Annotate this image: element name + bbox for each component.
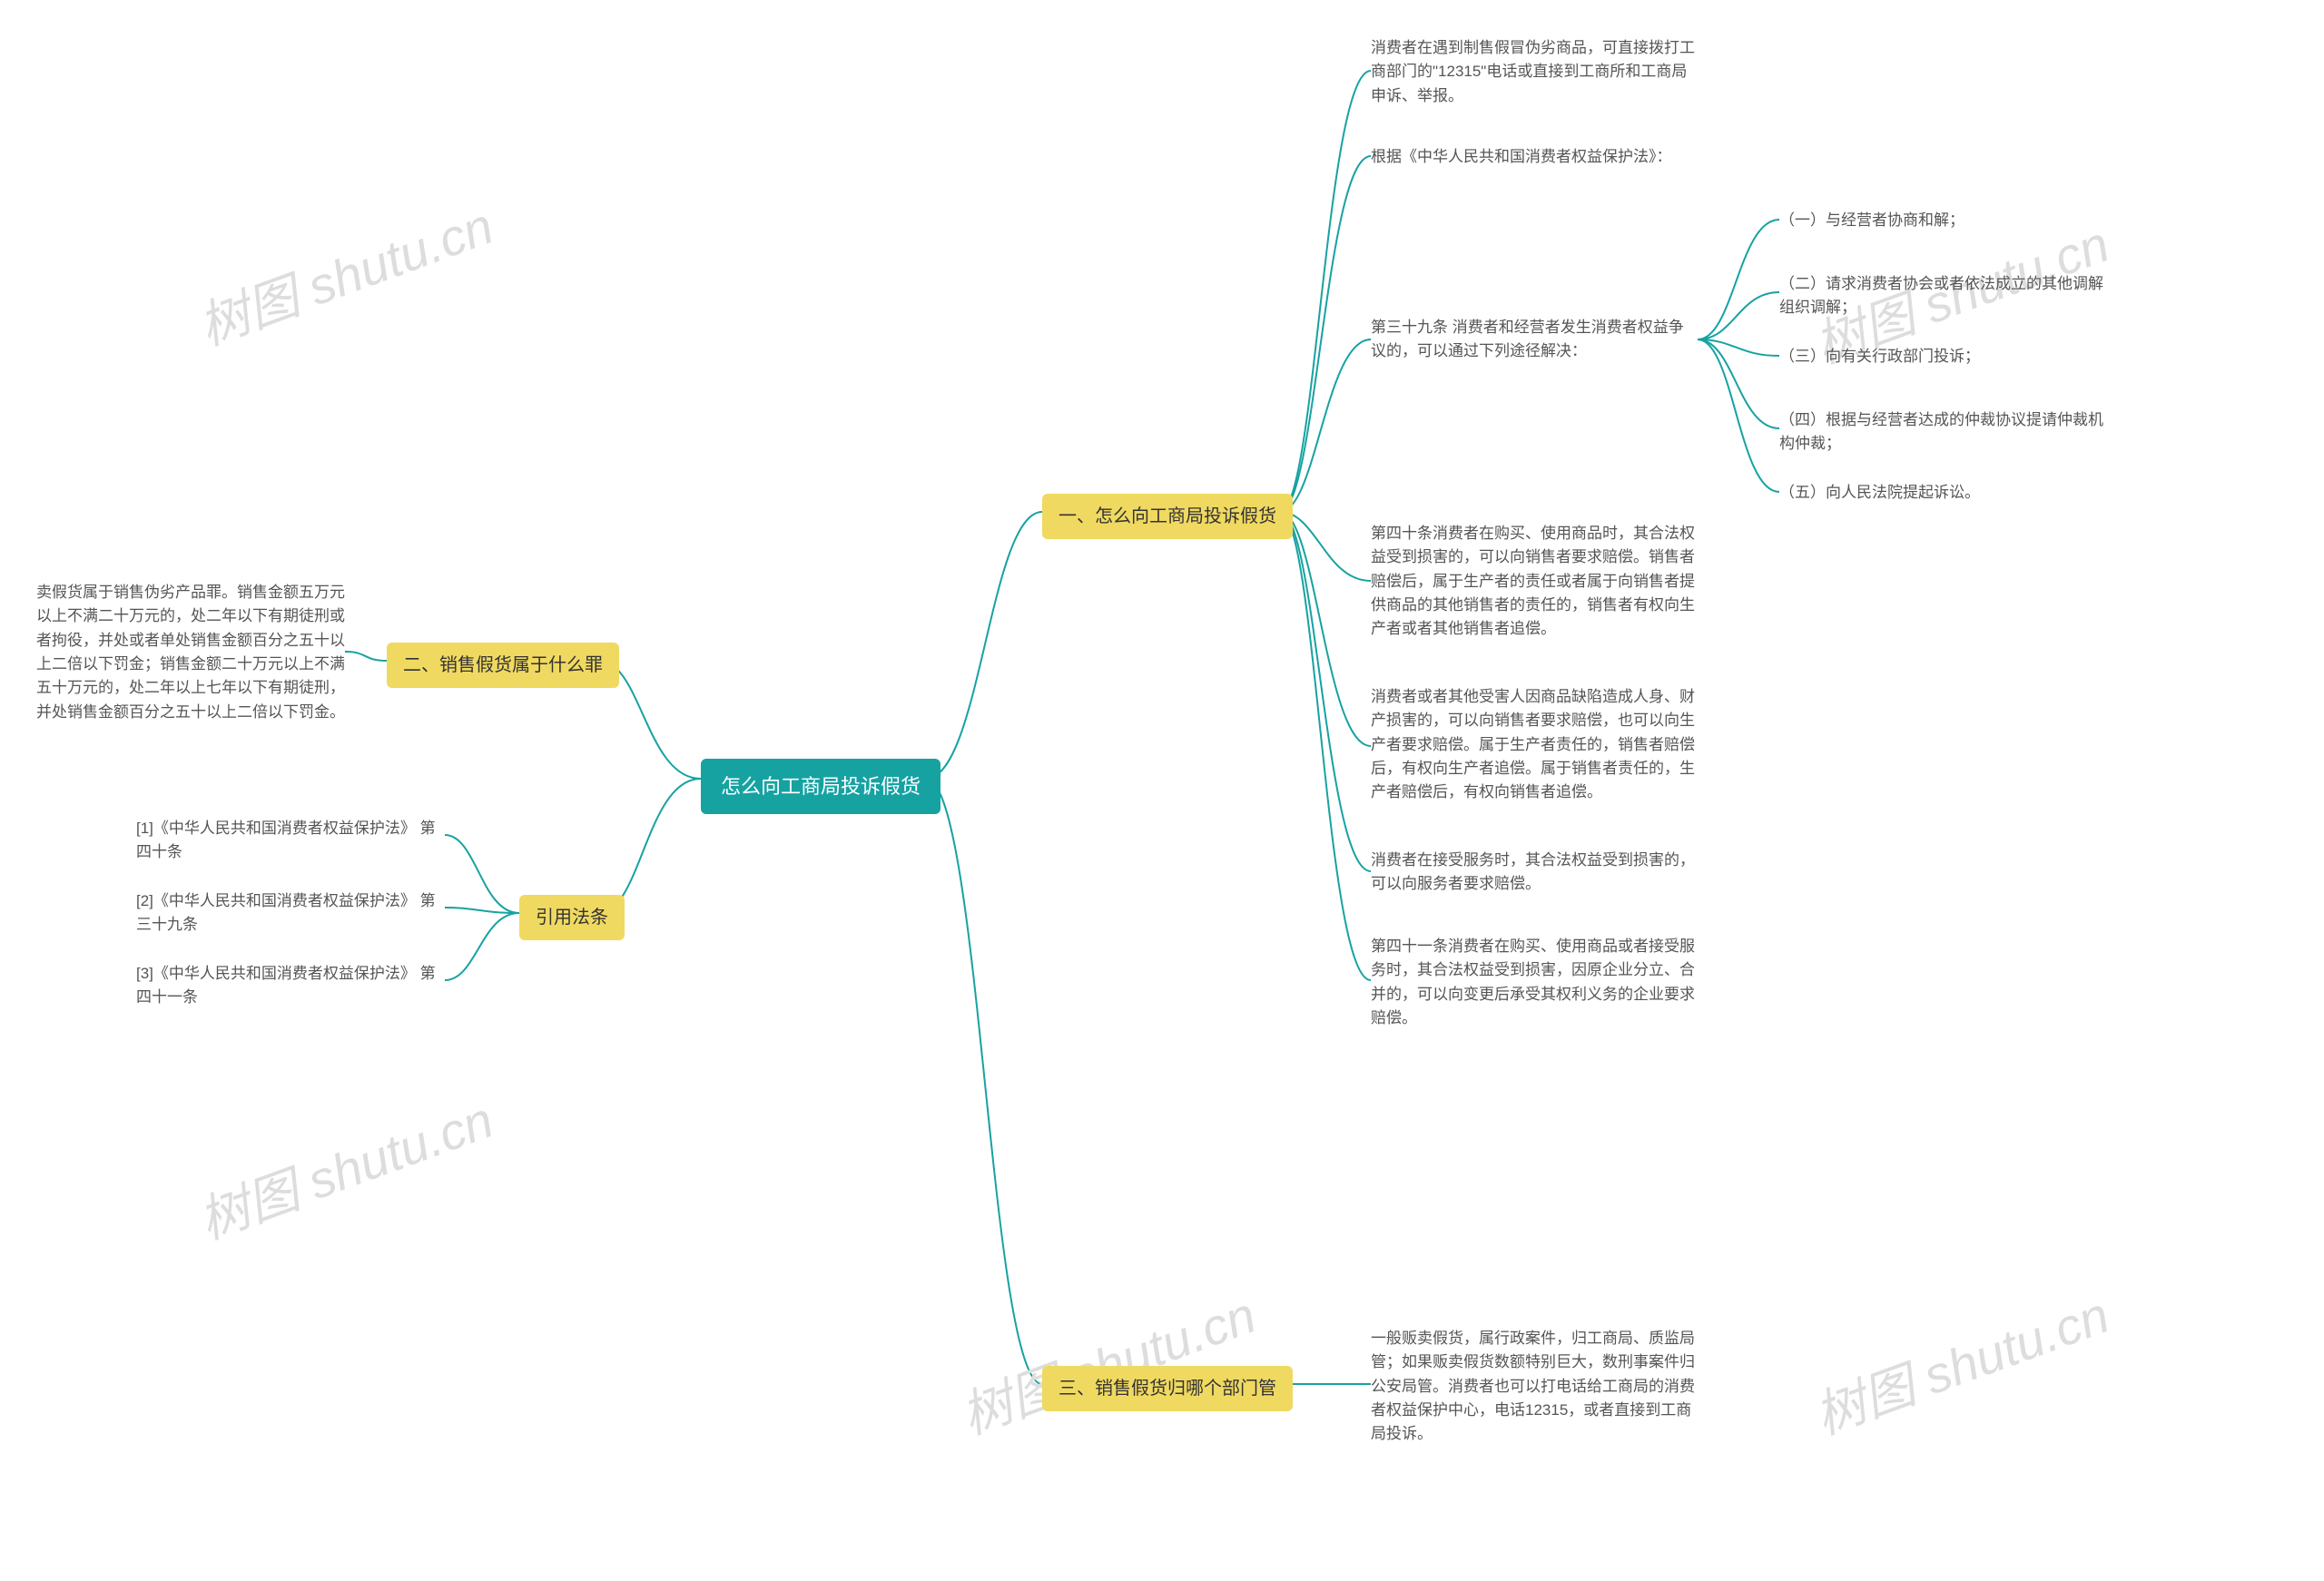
leaf-node[interactable]: 消费者或者其他受害人因商品缺陷造成人身、财产损害的，可以向销售者要求赔偿，也可以… [1371,685,1698,805]
leaf-node[interactable]: [2]《中华人民共和国消费者权益保护法》 第三十九条 [136,889,445,938]
leaf-node[interactable]: （四）根据与经营者达成的仲裁协议提请仲裁机构仲裁； [1779,408,2106,457]
branch-1[interactable]: 一、怎么向工商局投诉假货 [1042,494,1293,539]
branch-4[interactable]: 引用法条 [519,895,625,940]
leaf-node[interactable]: 第四十条消费者在购买、使用商品时，其合法权益受到损害的，可以向销售者要求赔偿。销… [1371,522,1698,642]
leaf-node[interactable]: [1]《中华人民共和国消费者权益保护法》 第四十条 [136,817,445,865]
leaf-node[interactable]: 第三十九条 消费者和经营者发生消费者权益争议的，可以通过下列途径解决： [1371,316,1698,364]
branch-2[interactable]: 二、销售假货属于什么罪 [387,643,619,688]
leaf-node[interactable]: 根据《中华人民共和国消费者权益保护法》： [1371,145,1672,169]
watermark: 树图 shutu.cn [1803,1274,2118,1448]
watermark: 树图 shutu.cn [187,1079,502,1253]
leaf-node[interactable]: （二）请求消费者协会或者依法成立的其他调解组织调解； [1779,272,2106,320]
mindmap-root[interactable]: 怎么向工商局投诉假货 [701,759,940,814]
leaf-node[interactable]: （五）向人民法院提起诉讼。 [1779,481,1980,505]
watermark: 树图 shutu.cn [187,185,502,359]
watermark: 树图 shutu.cn [950,1274,1265,1448]
leaf-node[interactable]: 消费者在接受服务时，其合法权益受到损害的，可以向服务者要求赔偿。 [1371,849,1698,897]
leaf-node[interactable]: 消费者在遇到制售假冒伪劣商品，可直接拨打工商部门的"12315"电话或直接到工商… [1371,36,1698,108]
leaf-node[interactable]: （一）与经营者协商和解； [1779,209,1965,232]
leaf-node[interactable]: （三）向有关行政部门投诉； [1779,345,1980,368]
leaf-node[interactable]: 第四十一条消费者在购买、使用商品或者接受服务时，其合法权益受到损害，因原企业分立… [1371,935,1698,1030]
leaf-node[interactable]: 卖假货属于销售伪劣产品罪。销售金额五万元以上不满二十万元的，处二年以下有期徒刑或… [36,581,345,724]
leaf-node[interactable]: [3]《中华人民共和国消费者权益保护法》 第四十一条 [136,962,445,1010]
connector-layer [0,0,2324,1581]
branch-3[interactable]: 三、销售假货归哪个部门管 [1042,1366,1293,1411]
leaf-node[interactable]: 一般贩卖假货，属行政案件，归工商局、质监局管；如果贩卖假货数额特别巨大，数刑事案… [1371,1327,1698,1447]
